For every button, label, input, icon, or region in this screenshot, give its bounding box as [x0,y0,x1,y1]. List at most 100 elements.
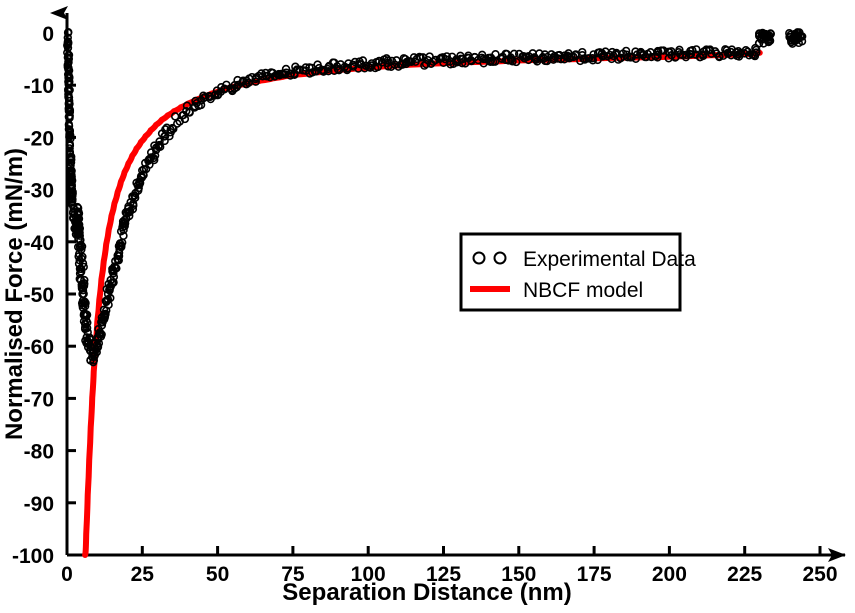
x-axis-title: Separation Distance (nm) [282,579,571,606]
x-tick-label: 200 [652,563,687,586]
data-point-marker [150,151,160,160]
data-point-marker [120,219,129,228]
data-point-marker [173,119,182,128]
data-point-marker [512,57,521,67]
data-point-marker [793,34,802,43]
data-point-marker [421,59,431,69]
legend-label-experimental-data: Experimental Data [523,248,696,271]
x-tick-label: 75 [281,563,305,586]
y-tick-label: -50 [24,284,54,307]
data-point-marker [74,214,84,223]
data-point-marker [79,298,89,307]
x-tick-label: 50 [206,563,229,586]
data-point-marker [754,39,764,48]
x-tick-label: 175 [577,563,612,586]
data-point-marker [686,50,696,59]
data-point-marker [82,310,92,320]
y-tick-label: -20 [24,127,54,150]
x-tick-label: 225 [727,563,762,586]
chart-legend: Experimental Data NBCF model [459,232,696,312]
series-experimental-data [63,27,807,367]
data-point-marker [77,242,87,251]
data-point-marker [65,144,74,153]
data-point-marker [491,49,500,59]
x-tick-label: 25 [131,563,155,586]
data-point-marker [692,45,701,54]
y-tick-label: -10 [24,75,54,98]
data-point-marker [301,63,310,72]
x-tick-label: 150 [501,563,536,586]
data-point-marker [106,293,115,303]
legend-label-nbcf-model: NBCF model [523,279,643,302]
data-point-marker [156,142,165,152]
data-point-marker [578,47,587,57]
data-point-marker [761,33,771,43]
y-tick-label: -90 [24,493,54,516]
y-tick-label: -100 [12,545,54,568]
data-point-marker [233,75,242,85]
data-point-marker [89,357,98,367]
data-point-marker [65,126,74,135]
data-point-marker [394,62,403,71]
data-point-marker [508,57,517,66]
data-point-marker [76,267,86,276]
data-point-marker [64,54,73,64]
legend-marker-circle-1 [472,251,486,265]
data-point-marker [65,113,74,123]
x-tick-label: 0 [61,563,73,586]
data-point-marker [588,56,598,65]
y-tick-label: -80 [24,441,54,464]
data-point-marker [456,51,465,61]
data-point-marker [160,131,170,141]
data-point-marker [67,178,76,187]
data-point-marker [653,53,662,62]
data-point-marker [584,54,593,63]
y-axis-title: Normalised Force (mN/m) [1,148,28,440]
data-point-marker [155,137,164,146]
tick-labels-layer: 0 25 50 75 100 125 150 175 200 225 250 0 -10 -20 -30 -4… [12,23,838,586]
data-point-marker [64,27,73,37]
data-point-marker [81,320,90,329]
data-point-marker [160,136,169,146]
data-point-marker [68,208,78,218]
data-point-marker [457,58,467,68]
data-point-marker [555,50,564,60]
data-point-marker [631,54,641,63]
data-point-marker [78,286,88,295]
data-point-marker [74,209,84,218]
data-point-marker [78,259,88,268]
y-tick-label: -60 [24,336,54,359]
y-tick-label: -70 [24,388,54,411]
data-point-marker [101,309,110,319]
data-point-marker [93,343,102,352]
data-point-marker [169,124,178,134]
data-point-marker [114,256,123,265]
data-point-marker [715,51,724,61]
data-point-marker [63,39,72,48]
legend-box [459,232,682,312]
data-point-marker [180,114,190,124]
data-point-marker [185,107,194,117]
data-point-marker [313,60,322,69]
data-point-marker [66,161,75,170]
x-tick-label: 100 [351,563,386,586]
data-point-marker [531,55,541,64]
data-point-marker [130,193,140,202]
data-point-marker [752,48,761,57]
data-point-marker [119,231,128,240]
data-point-marker [336,60,345,69]
legend-marker-circle-2 [493,251,507,265]
y-tick-label: -40 [24,232,54,255]
data-point-marker [281,64,291,74]
data-point-marker [94,329,104,338]
data-point-marker [196,100,206,110]
data-point-marker [569,52,578,62]
y-tick-label: 0 [42,23,54,46]
data-point-marker [509,49,519,59]
x-tick-label: 250 [802,563,837,586]
y-tick-label: -30 [24,180,54,203]
data-point-marker [65,147,75,156]
